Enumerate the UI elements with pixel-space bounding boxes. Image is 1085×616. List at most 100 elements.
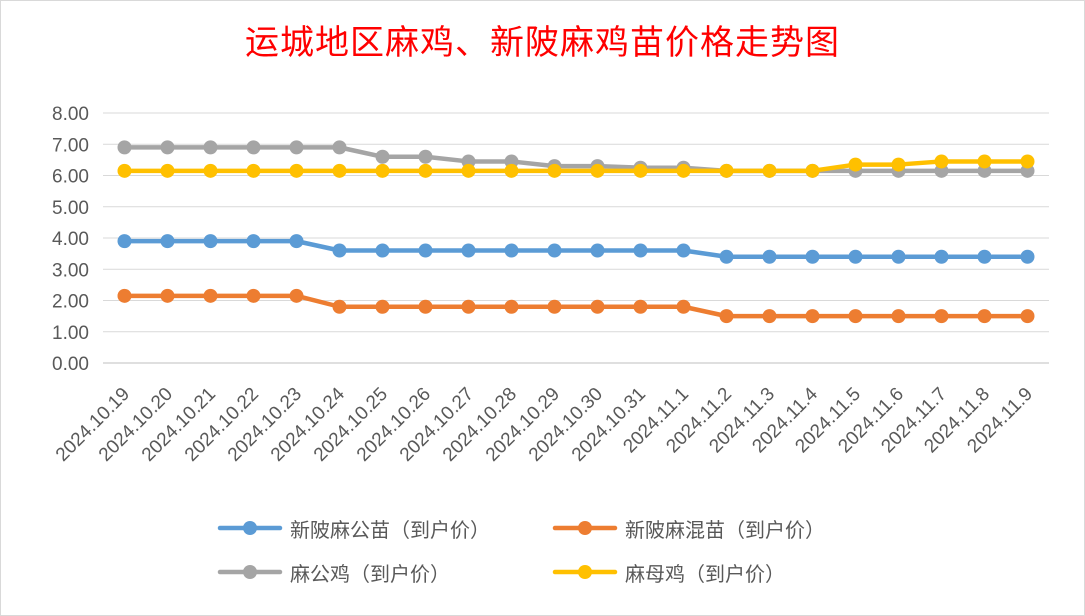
data-point <box>934 249 949 264</box>
y-tick-label: 7.00 <box>52 135 89 156</box>
data-point <box>848 157 863 172</box>
data-point <box>504 163 519 178</box>
legend-entry: 新陂麻公苗（到户价） <box>216 513 551 543</box>
legend: 新陂麻公苗（到户价） 新陂麻混苗（到户价） 麻公鸡（到户价） 麻母鸡（到户价） <box>216 513 916 587</box>
data-point <box>676 243 691 258</box>
legend-swatch <box>552 565 618 579</box>
data-point <box>1020 309 1035 324</box>
data-point <box>375 243 390 258</box>
data-point <box>375 299 390 314</box>
y-tick-label: 8.00 <box>52 104 89 125</box>
data-point <box>891 157 906 172</box>
y-tick-label: 3.00 <box>52 260 89 281</box>
data-point <box>203 140 218 155</box>
data-point <box>332 140 347 155</box>
data-point <box>590 243 605 258</box>
data-point <box>332 163 347 178</box>
legend-label: 新陂麻公苗（到户价） <box>290 517 490 542</box>
data-point <box>289 163 304 178</box>
data-point <box>977 154 992 169</box>
legend-entry: 麻公鸡（到户价） <box>216 557 551 587</box>
legend-entry: 新陂麻混苗（到户价） <box>551 513 886 543</box>
data-point <box>590 299 605 314</box>
data-point <box>418 163 433 178</box>
y-tick-label: 5.00 <box>52 198 89 219</box>
data-point <box>719 249 734 264</box>
y-tick-label: 6.00 <box>52 167 89 188</box>
data-point <box>805 163 820 178</box>
data-point <box>117 163 132 178</box>
data-point <box>375 163 390 178</box>
data-point <box>848 309 863 324</box>
series-line-0 <box>122 238 1030 259</box>
data-point <box>762 163 777 178</box>
data-point <box>160 234 175 249</box>
data-point <box>461 299 476 314</box>
data-point <box>547 243 562 258</box>
data-point <box>289 234 304 249</box>
data-point <box>160 288 175 303</box>
data-point <box>633 299 648 314</box>
data-point <box>891 309 906 324</box>
data-point <box>633 243 648 258</box>
data-point <box>934 309 949 324</box>
chart-title: 运城地区麻鸡、新陂麻鸡苗价格走势图 <box>245 23 840 63</box>
legend-swatch <box>217 521 283 535</box>
data-point <box>246 234 261 249</box>
legend-label: 新陂麻混苗（到户价） <box>625 517 825 542</box>
data-point <box>633 163 648 178</box>
y-tick-label: 1.00 <box>52 323 89 344</box>
data-point <box>934 154 949 169</box>
data-point <box>418 299 433 314</box>
data-point <box>246 140 261 155</box>
data-point <box>977 309 992 324</box>
data-point <box>117 234 132 249</box>
data-point <box>289 288 304 303</box>
data-point <box>246 163 261 178</box>
data-point <box>1020 154 1035 169</box>
data-point <box>676 299 691 314</box>
y-tick-label: 0.00 <box>52 354 89 375</box>
data-point <box>504 299 519 314</box>
legend-marker <box>243 521 257 535</box>
data-point <box>891 249 906 264</box>
legend-label: 麻公鸡（到户价） <box>290 561 450 586</box>
data-point <box>117 140 132 155</box>
data-point <box>289 140 304 155</box>
data-point <box>719 163 734 178</box>
legend-swatch <box>217 565 283 579</box>
data-point <box>805 249 820 264</box>
data-point <box>332 299 347 314</box>
data-point <box>203 163 218 178</box>
data-point <box>461 243 476 258</box>
data-point <box>461 163 476 178</box>
data-point <box>246 288 261 303</box>
legend-label: 麻母鸡（到户价） <box>625 561 785 586</box>
legend-marker <box>578 565 592 579</box>
legend-marker <box>243 565 257 579</box>
data-point <box>203 234 218 249</box>
data-point <box>504 243 519 258</box>
legend-entry: 麻母鸡（到户价） <box>551 557 886 587</box>
data-point <box>547 299 562 314</box>
data-point <box>160 140 175 155</box>
series-line-3 <box>122 159 1030 174</box>
data-point <box>418 243 433 258</box>
data-point <box>762 249 777 264</box>
data-point <box>117 288 132 303</box>
series-line-2 <box>122 145 1030 174</box>
data-point <box>719 309 734 324</box>
data-point <box>1020 249 1035 264</box>
data-point <box>977 249 992 264</box>
data-point <box>547 163 562 178</box>
data-point <box>848 249 863 264</box>
y-tick-label: 2.00 <box>52 292 89 313</box>
legend-marker <box>578 521 592 535</box>
series-line-1 <box>122 293 1030 319</box>
data-point <box>762 309 777 324</box>
data-point <box>332 243 347 258</box>
data-point <box>160 163 175 178</box>
data-point <box>375 149 390 164</box>
